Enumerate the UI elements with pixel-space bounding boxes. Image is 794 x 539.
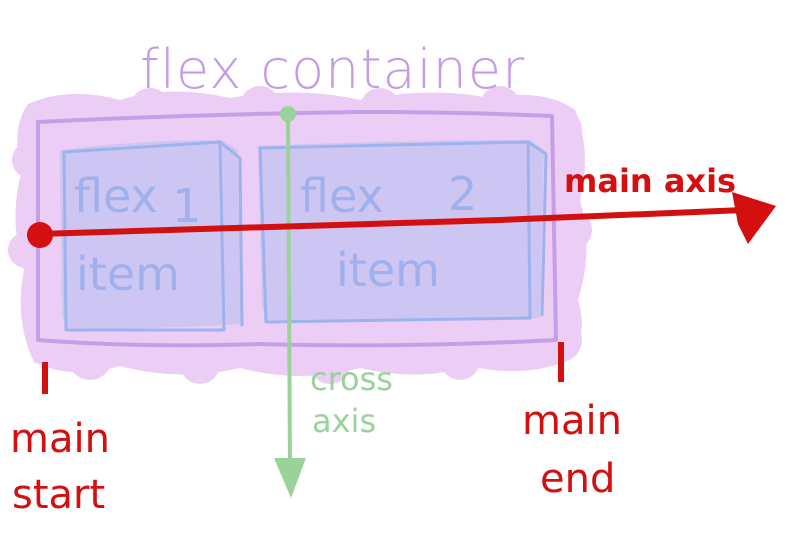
main-end-tick — [558, 342, 564, 382]
cross-axis-label-line2: axis — [312, 402, 376, 440]
main-start-label-line2: start — [12, 472, 105, 518]
flex-item-2 — [258, 140, 548, 324]
main-axis-start-dot — [27, 222, 53, 248]
main-axis-label: main axis — [564, 162, 736, 200]
item-1-word-flex: flex — [74, 169, 158, 223]
flex-container-border — [36, 110, 558, 348]
item-2-word-item: item — [336, 243, 440, 297]
cross-axis — [274, 106, 306, 498]
main-end-label-line1: main — [522, 398, 622, 444]
cross-axis-arrowhead — [274, 458, 306, 498]
main-end-label-line2: end — [540, 456, 615, 502]
item-1-number: 1 — [172, 179, 201, 233]
container-title: flex container — [140, 38, 525, 101]
item-2-number: 2 — [448, 167, 477, 221]
flex-item-1 — [60, 140, 244, 332]
main-start-label-line1: main — [10, 416, 110, 462]
item-2-word-flex: flex — [300, 169, 384, 223]
cross-axis-start-dot — [280, 106, 296, 122]
cross-axis-label-line1: cross — [310, 360, 393, 398]
main-start-tick — [42, 362, 48, 394]
main-axis-arrowhead — [732, 192, 776, 244]
main-axis — [27, 192, 776, 248]
item-1-word-item: item — [76, 247, 180, 301]
